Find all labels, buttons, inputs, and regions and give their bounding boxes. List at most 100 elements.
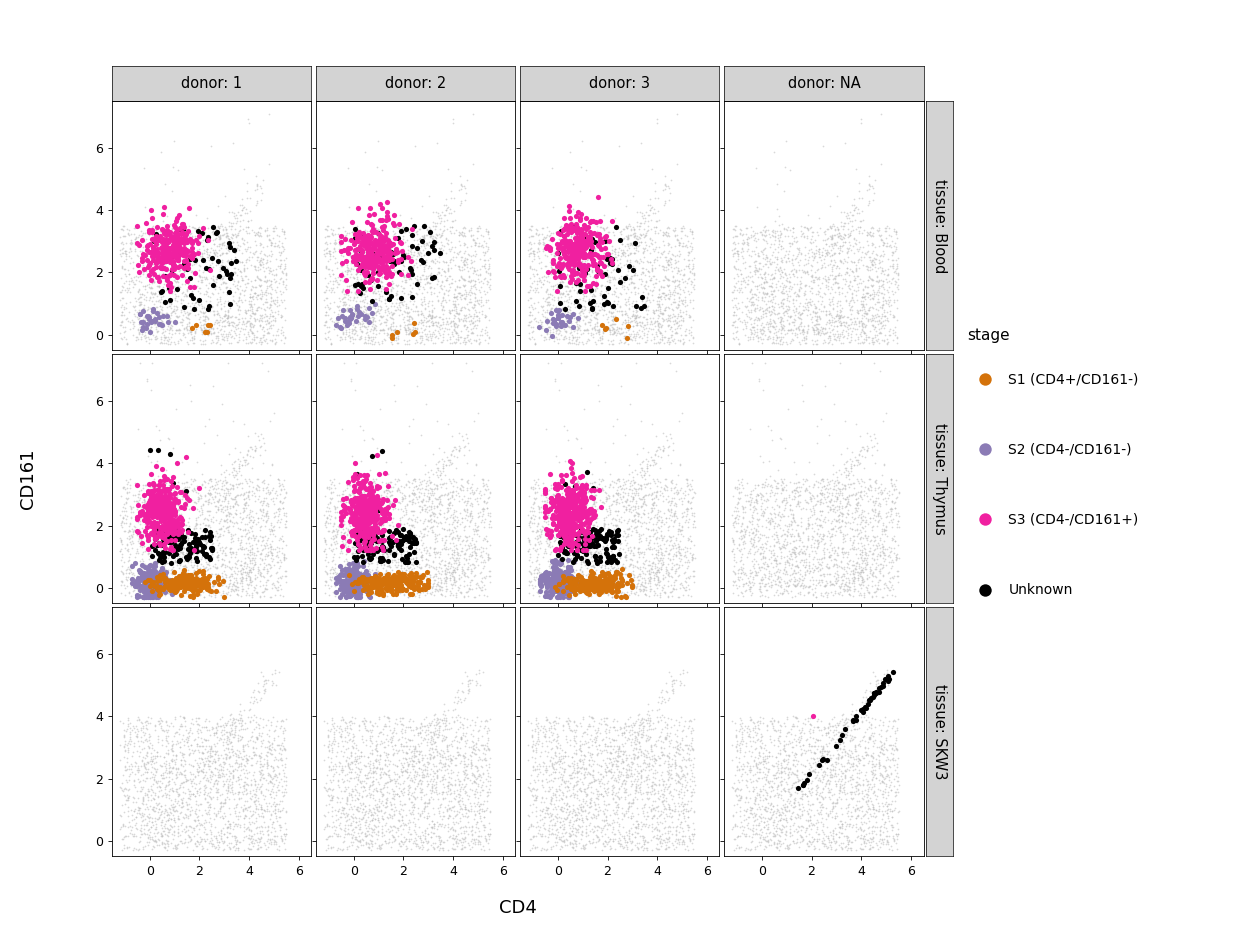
Point — [816, 246, 836, 261]
Point — [378, 304, 398, 319]
Point — [475, 829, 495, 844]
Point — [125, 235, 145, 250]
Point — [755, 328, 775, 343]
Point — [615, 717, 635, 732]
Text: donor: NA: donor: NA — [787, 76, 860, 91]
Point — [432, 812, 452, 826]
Point — [413, 757, 433, 772]
Point — [827, 491, 847, 506]
Point — [600, 256, 620, 271]
Point — [388, 822, 408, 837]
Point — [535, 285, 555, 300]
Point — [599, 524, 619, 539]
Point — [567, 572, 587, 587]
Text: S2 (CD4-/CD161-): S2 (CD4-/CD161-) — [1008, 443, 1132, 456]
Point — [252, 669, 272, 684]
Point — [469, 239, 489, 254]
Point — [620, 539, 640, 554]
Point — [649, 751, 669, 766]
Point — [449, 259, 469, 274]
Point — [587, 314, 607, 329]
Point — [730, 524, 750, 539]
Point — [407, 321, 427, 336]
Point — [587, 531, 607, 546]
Point — [543, 567, 563, 582]
Point — [644, 305, 664, 320]
Point — [834, 314, 854, 329]
Point — [678, 820, 698, 835]
Point — [437, 271, 457, 285]
Point — [403, 836, 423, 851]
Point — [358, 541, 378, 556]
Point — [162, 576, 182, 591]
Point — [318, 523, 338, 538]
Point — [206, 336, 226, 351]
Point — [629, 549, 649, 564]
Point — [550, 550, 570, 565]
Point — [351, 246, 371, 261]
Point — [241, 776, 261, 791]
Point — [192, 720, 212, 735]
Point — [577, 736, 597, 751]
Point — [387, 786, 407, 801]
Point — [660, 725, 680, 740]
Point — [130, 800, 150, 815]
Point — [401, 527, 421, 542]
Point — [470, 549, 490, 564]
Point — [262, 736, 282, 751]
Point — [792, 545, 812, 560]
Point — [237, 720, 257, 735]
Point — [183, 587, 203, 602]
Point — [155, 841, 175, 856]
Point — [454, 290, 474, 305]
Point — [248, 727, 268, 742]
Point — [257, 321, 277, 336]
Point — [815, 334, 835, 349]
Point — [580, 579, 600, 594]
Point — [208, 228, 228, 243]
Point — [723, 518, 743, 533]
Point — [257, 504, 277, 519]
Point — [548, 488, 568, 503]
Point — [466, 820, 485, 835]
Point — [595, 783, 615, 798]
Point — [354, 529, 374, 544]
Point — [130, 517, 150, 532]
Point — [203, 753, 223, 768]
Point — [847, 269, 867, 284]
Point — [213, 570, 233, 585]
Point — [195, 590, 215, 605]
Point — [333, 326, 353, 341]
Point — [530, 819, 550, 834]
Point — [886, 784, 906, 799]
Point — [562, 556, 582, 571]
Point — [135, 567, 155, 582]
Point — [165, 756, 185, 771]
Point — [210, 218, 230, 233]
Point — [736, 319, 756, 334]
Point — [644, 777, 664, 792]
Point — [172, 775, 192, 790]
Point — [602, 739, 622, 753]
Point — [117, 285, 137, 300]
Point — [256, 287, 276, 302]
Point — [270, 247, 290, 262]
Point — [529, 511, 549, 526]
Point — [799, 516, 819, 531]
Point — [563, 256, 583, 271]
Point — [230, 286, 250, 301]
Point — [222, 782, 242, 797]
Point — [332, 329, 352, 344]
Point — [384, 525, 404, 540]
Point — [170, 579, 190, 594]
Point — [796, 494, 816, 509]
Point — [396, 466, 416, 481]
Point — [447, 527, 467, 542]
Point — [142, 749, 162, 764]
Point — [750, 792, 770, 807]
Point — [780, 550, 800, 565]
Point — [749, 263, 769, 278]
Point — [552, 582, 572, 597]
Point — [268, 502, 288, 517]
Point — [368, 245, 388, 260]
